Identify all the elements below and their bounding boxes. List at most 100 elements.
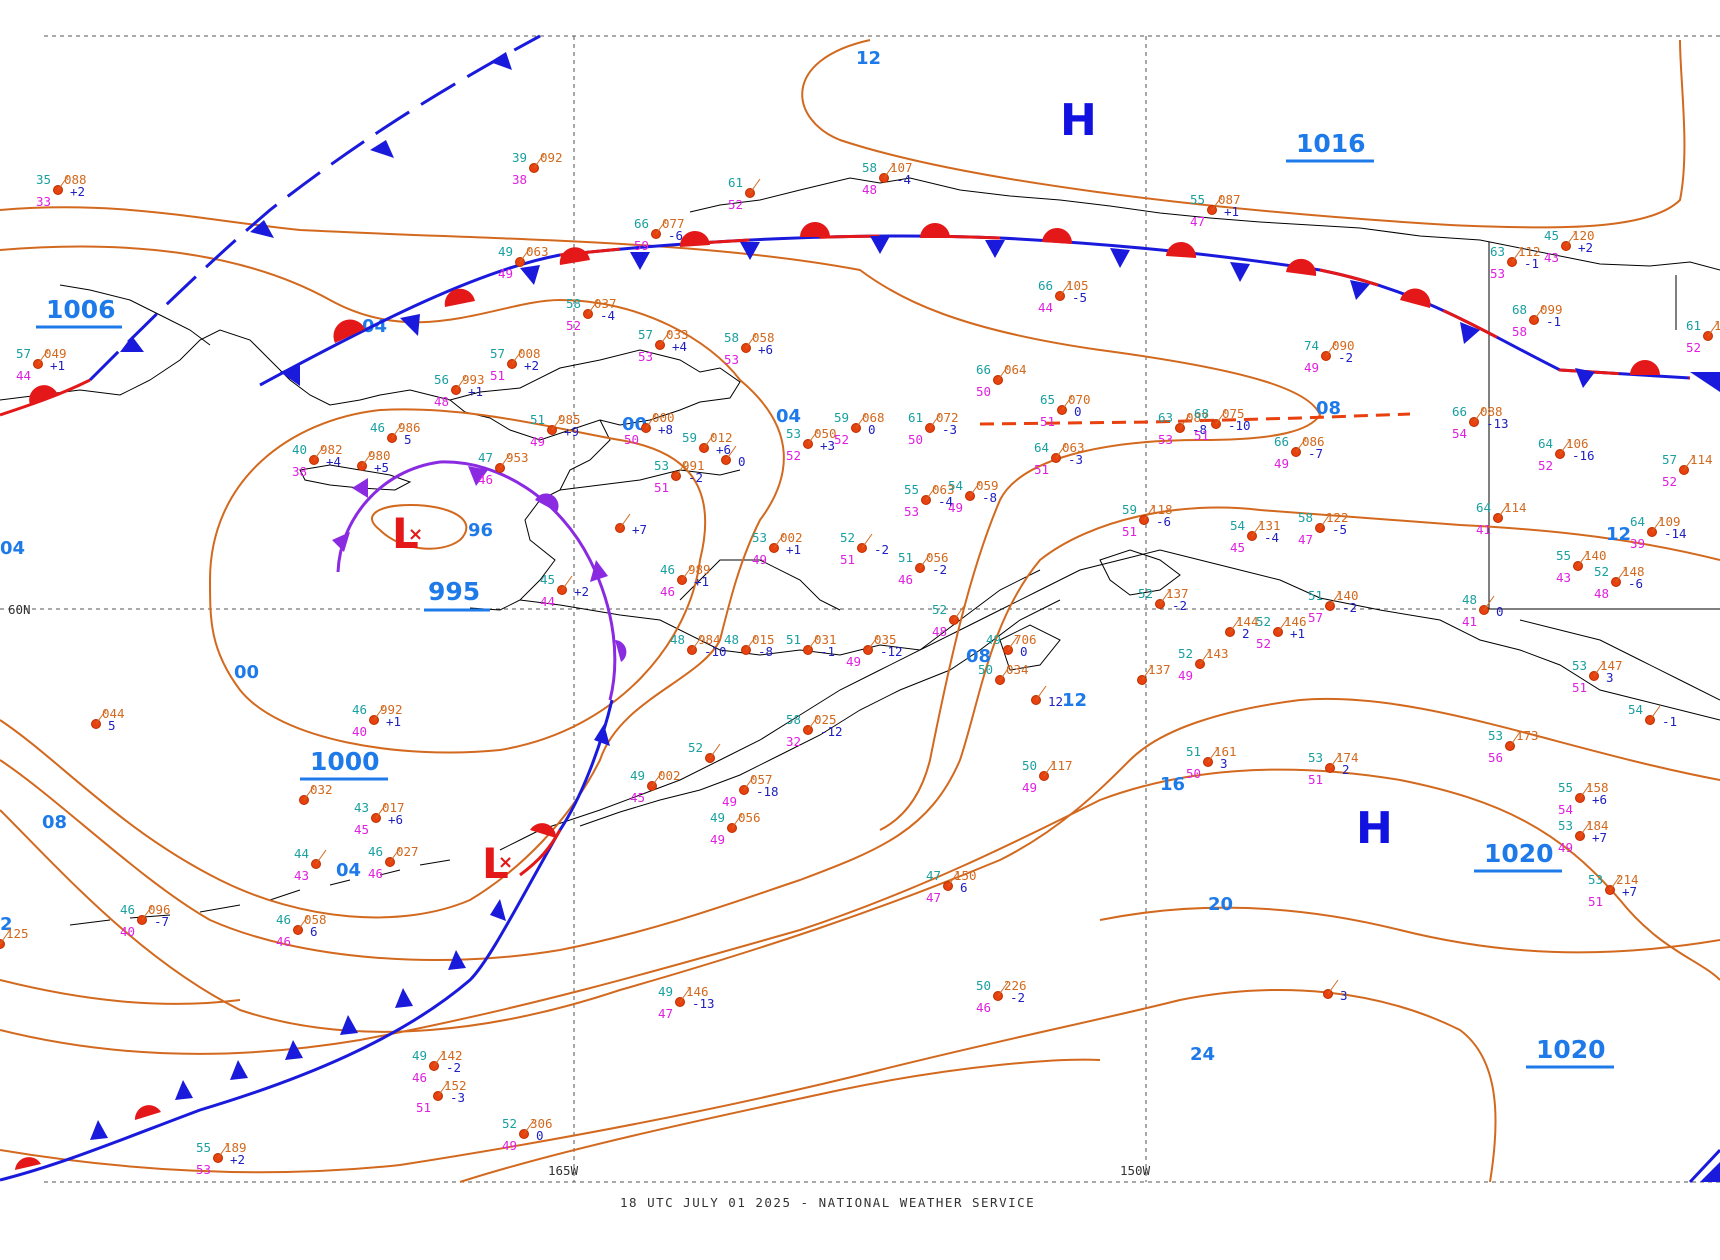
wind-barb-icon [361,451,373,467]
station-temperature: 58 [862,160,877,175]
station-temperature: 63 [1158,410,1173,425]
wind-barb-icon [675,461,687,477]
high-center-symbol-south: H [1356,803,1393,854]
station-pressure: 017 [382,800,405,815]
wind-barb-icon [749,178,761,194]
station-dewpoint: 47 [1298,532,1313,547]
station-pressure-tendency: -2 [1342,600,1357,615]
station-temperature: 53 [1308,750,1323,765]
station-temperature: 48 [724,632,739,647]
station-dewpoint: 54 [1558,802,1573,817]
station-temperature: 68 [1194,406,1209,421]
station-plot: 53 184 49 +7 [1558,818,1609,855]
station-dewpoint: 51 [1194,428,1209,443]
station-dewpoint: 45 [1230,540,1245,555]
station-plot: 55 158 54 +6 [1558,780,1609,817]
wind-barb-icon [37,349,49,365]
station-plot: 47 150 47 6 [926,868,977,905]
station-pressure-tendency: -2 [874,542,889,557]
station-plot: 58 058 53 +6 [724,330,775,367]
wind-barb-icon [1035,685,1047,701]
station-pressure-tendency: -2 [1338,350,1353,365]
station-dewpoint: 50 [624,432,639,447]
wind-barb-icon [969,481,981,497]
isobar-label-08-west: 08 [42,812,67,833]
cold-front-se-corner [1688,1148,1720,1184]
station-pressure-tendency: -7 [154,914,169,929]
station-dewpoint: 53 [1490,266,1505,281]
station-temperature: 54 [948,478,963,493]
station-dewpoint: 44 [16,368,31,383]
station-temperature: 50 [976,978,991,993]
station-temperature: 66 [1038,278,1053,293]
station-plot: 45 120 43 +2 [1544,228,1595,265]
station-dewpoint: 40 [352,724,367,739]
isobar-label-96: 96 [468,520,493,541]
low-center-value: 995 [428,577,480,606]
station-plot: 12 [1031,685,1063,709]
wind-barb-icon [947,871,959,887]
isobar-label-12-mid: 12 [1062,690,1087,711]
station-pressure: 044 [102,706,125,721]
station-pressure-tendency: +5 [374,460,389,475]
station-pressure: 214 [1616,872,1639,887]
station-pressure-tendency: 0 [1074,404,1082,419]
seward-peninsula [448,349,741,441]
station-plot: 49 056 49 [710,810,761,847]
station-pressure-tendency: +2 [1578,240,1593,255]
station-plot: 51 056 46 -2 [898,550,949,587]
station-pressure: 146 [686,984,709,999]
wind-barb-icon [1143,505,1155,521]
isobar-1008-east [1099,906,1720,954]
station-dewpoint: 52 [834,432,849,447]
station-temperature: 57 [16,346,31,361]
isobar-1020 [459,1058,1101,1183]
wind-barb-icon [919,553,931,569]
wind-barb-icon [1207,747,1219,763]
station-dewpoint: 51 [1588,894,1603,909]
station-temperature: 43 [354,800,369,815]
cold-front-south-warm-segment [519,829,562,877]
station-plot: 55 189 53 +2 [196,1140,247,1177]
station-pressure: 306 [530,1116,553,1131]
station-temperature: 57 [638,327,653,342]
station-pressure-tendency: 2 [1242,626,1250,641]
station-temperature: 64 [1034,440,1049,455]
station-pressure: 063 [1062,440,1085,455]
station-temperature: 48 [670,632,685,647]
station-pressure: 033 [666,327,689,342]
station-pressure: 056 [738,810,761,825]
station-temperature: 52 [840,530,855,545]
station-dewpoint: 51 [840,552,855,567]
isobar-995-low [208,408,707,754]
station-pressure: 146 [1284,614,1307,629]
station-pressure: 107 [890,160,913,175]
wind-barb-icon [883,163,895,179]
station-dewpoint: 52 [1256,636,1271,651]
station-pressure: 148 [1622,564,1645,579]
wind-barb-icon [1577,551,1589,567]
station-plot: 49 002 45 [630,768,681,805]
station-pressure-tendency: -4 [896,172,911,187]
station-pressure: 986 [398,420,421,435]
station-pressure: 152 [444,1078,467,1093]
station-pressure: 008 [518,346,541,361]
station-temperature: 46 [352,702,367,717]
low-center-symbol-2: L [482,839,509,888]
station-pressure: 002 [658,768,681,783]
high-center-symbol-north: H [1060,95,1097,146]
station-dewpoint: 52 [1686,340,1701,355]
station-pressure-tendency: -1 [820,644,835,659]
station-dewpoint: 53 [196,1162,211,1177]
station-plot: 035 49 -12 [846,632,903,669]
station-dewpoint: 48 [434,394,449,409]
station-temperature: 49 [412,1048,427,1063]
station-temperature: 53 [1588,872,1603,887]
arctic-front [259,234,1691,387]
wind-barb-icon [1509,731,1521,747]
wind-barb-icon [303,785,315,801]
